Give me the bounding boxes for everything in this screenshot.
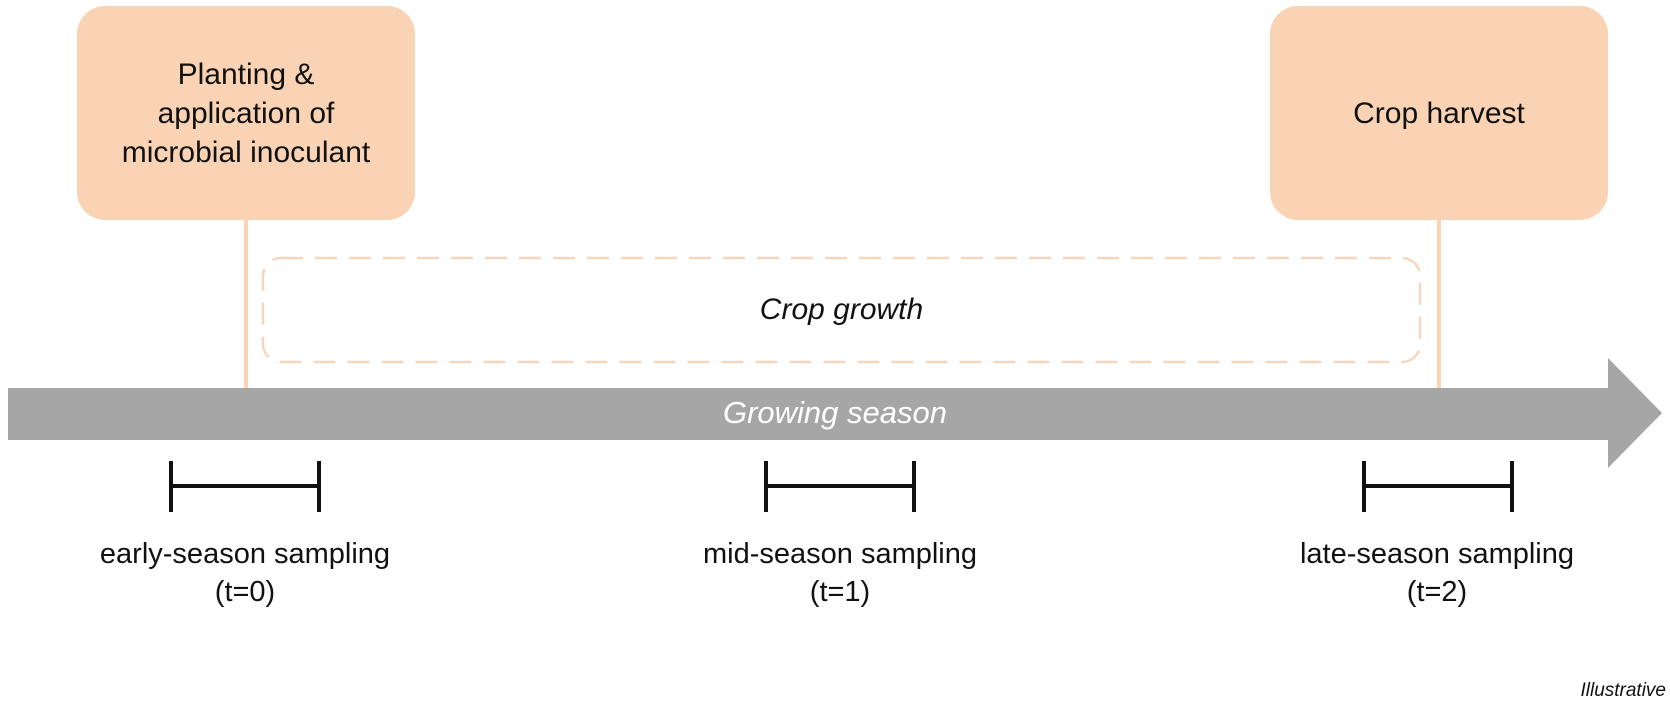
illustrative-footnote: Illustrative: [1580, 680, 1666, 701]
sampling-time: (t=0): [214, 576, 276, 609]
sampling-bracket-mid: [764, 461, 916, 512]
mid-sampling-label: mid-season sampling (t=1): [630, 535, 1050, 612]
early-sampling-label: early-season sampling (t=0): [35, 535, 455, 612]
sampling-name: mid-season sampling: [702, 538, 977, 570]
crop-growth-label: Crop growth: [759, 293, 924, 326]
sampling-time: (t=2): [1406, 576, 1468, 609]
sampling-name: late-season sampling: [1299, 538, 1575, 570]
late-sampling-label: late-season sampling (t=2): [1227, 535, 1647, 612]
sampling-name: early-season sampling: [99, 538, 391, 570]
crop-growth-dashed-box: [261, 256, 1422, 364]
sampling-time: (t=1): [809, 576, 871, 609]
harvest-connector-line: [1437, 220, 1441, 388]
planting-connector-line: [244, 220, 248, 388]
sampling-bracket-early: [169, 461, 321, 512]
growing-season-arrow: [8, 358, 1662, 468]
sampling-bracket-late: [1362, 461, 1514, 512]
growing-season-label: Growing season: [722, 395, 947, 430]
harvest-event-box: Crop harvest: [1270, 6, 1608, 220]
planting-event-box: Planting & application of microbial inoc…: [77, 6, 415, 220]
